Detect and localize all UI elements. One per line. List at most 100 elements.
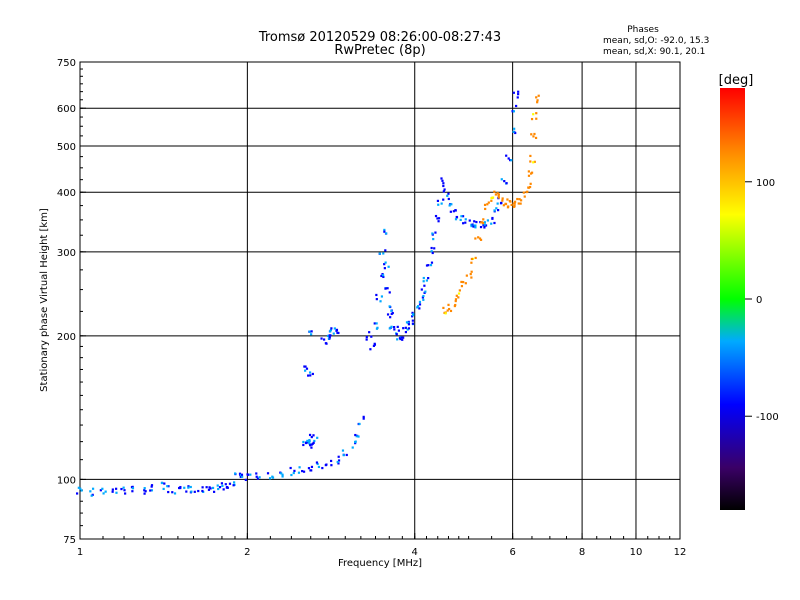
data-point: [472, 225, 475, 228]
data-point: [442, 306, 445, 310]
data-point: [329, 329, 332, 332]
data-point: [497, 194, 500, 197]
data-point: [220, 482, 224, 485]
data-point: [425, 264, 429, 267]
data-point: [325, 342, 328, 345]
data-point: [447, 192, 450, 195]
x-tick-label: 12: [674, 547, 687, 558]
data-point: [77, 486, 80, 489]
data-point: [499, 202, 503, 205]
data-point: [532, 135, 535, 138]
data-point: [131, 487, 135, 490]
data-point: [447, 197, 450, 201]
data-point: [422, 294, 425, 298]
y-tick-label: 75: [63, 535, 76, 546]
data-point: [337, 459, 341, 462]
data-point: [269, 477, 272, 480]
data-point: [397, 329, 401, 332]
data-point: [470, 224, 473, 228]
data-point: [474, 256, 477, 260]
data-point: [241, 475, 244, 478]
data-point: [431, 251, 434, 255]
data-point: [280, 472, 283, 475]
data-point: [382, 275, 385, 279]
data-point: [308, 442, 311, 445]
y-tick-label: 400: [57, 188, 76, 199]
data-point: [355, 435, 358, 438]
data-point: [160, 481, 164, 485]
data-point: [477, 236, 480, 239]
data-point: [316, 462, 319, 466]
data-point: [362, 417, 365, 420]
data-point: [481, 221, 485, 225]
data-point: [520, 199, 523, 202]
data-point: [533, 132, 536, 136]
data-point: [301, 469, 304, 473]
data-point: [479, 238, 483, 241]
data-point: [384, 261, 387, 264]
data-point: [536, 99, 539, 102]
data-point: [302, 443, 305, 447]
data-point: [446, 309, 449, 312]
data-point: [393, 328, 396, 331]
data-point: [317, 465, 321, 469]
data-point: [406, 328, 409, 331]
data-point: [99, 489, 102, 492]
data-point: [461, 215, 465, 218]
data-point: [302, 440, 305, 444]
data-point: [378, 252, 381, 255]
data-point: [336, 460, 339, 464]
data-point: [249, 473, 252, 476]
data-point: [228, 482, 232, 485]
data-point: [405, 321, 409, 324]
data-point: [143, 489, 146, 492]
data-point: [310, 435, 313, 439]
data-point: [447, 303, 450, 306]
data-point: [516, 197, 519, 201]
data-point: [430, 246, 433, 250]
data-point: [281, 475, 284, 478]
data-point: [478, 237, 482, 240]
data-point: [506, 206, 510, 209]
data-point: [212, 490, 216, 493]
data-point: [534, 136, 538, 140]
data-point: [150, 484, 154, 487]
data-point: [490, 196, 493, 200]
data-point: [457, 292, 461, 295]
data-point: [315, 461, 319, 464]
data-point: [440, 202, 443, 205]
data-point: [474, 226, 477, 229]
data-point: [535, 96, 538, 99]
data-point: [335, 329, 338, 332]
data-point: [131, 485, 134, 488]
data-point: [197, 489, 200, 493]
data-point: [372, 344, 376, 348]
data-point: [76, 492, 79, 495]
data-point: [375, 327, 379, 330]
data-point: [455, 294, 458, 297]
data-point: [342, 454, 345, 457]
data-point: [412, 313, 415, 316]
data-point: [162, 487, 165, 491]
data-point: [234, 472, 237, 475]
data-point: [404, 330, 408, 334]
grid: [80, 62, 680, 539]
data-point: [417, 305, 420, 308]
data-point: [522, 191, 525, 194]
data-point: [358, 422, 361, 426]
data-point: [460, 280, 463, 284]
data-point: [388, 305, 391, 308]
y-tick-label: 500: [57, 142, 76, 153]
data-point: [330, 464, 333, 467]
data-point: [418, 307, 421, 310]
data-point: [482, 224, 485, 227]
data-point: [423, 284, 426, 287]
data-point: [308, 330, 311, 333]
data-point: [513, 204, 516, 207]
data-point: [115, 491, 118, 494]
data-point: [503, 180, 506, 183]
data-point: [201, 489, 204, 493]
data-point: [91, 487, 95, 490]
y-axis: 75 100 200 300 400 500 600 750: [57, 58, 86, 546]
data-point: [509, 159, 512, 162]
